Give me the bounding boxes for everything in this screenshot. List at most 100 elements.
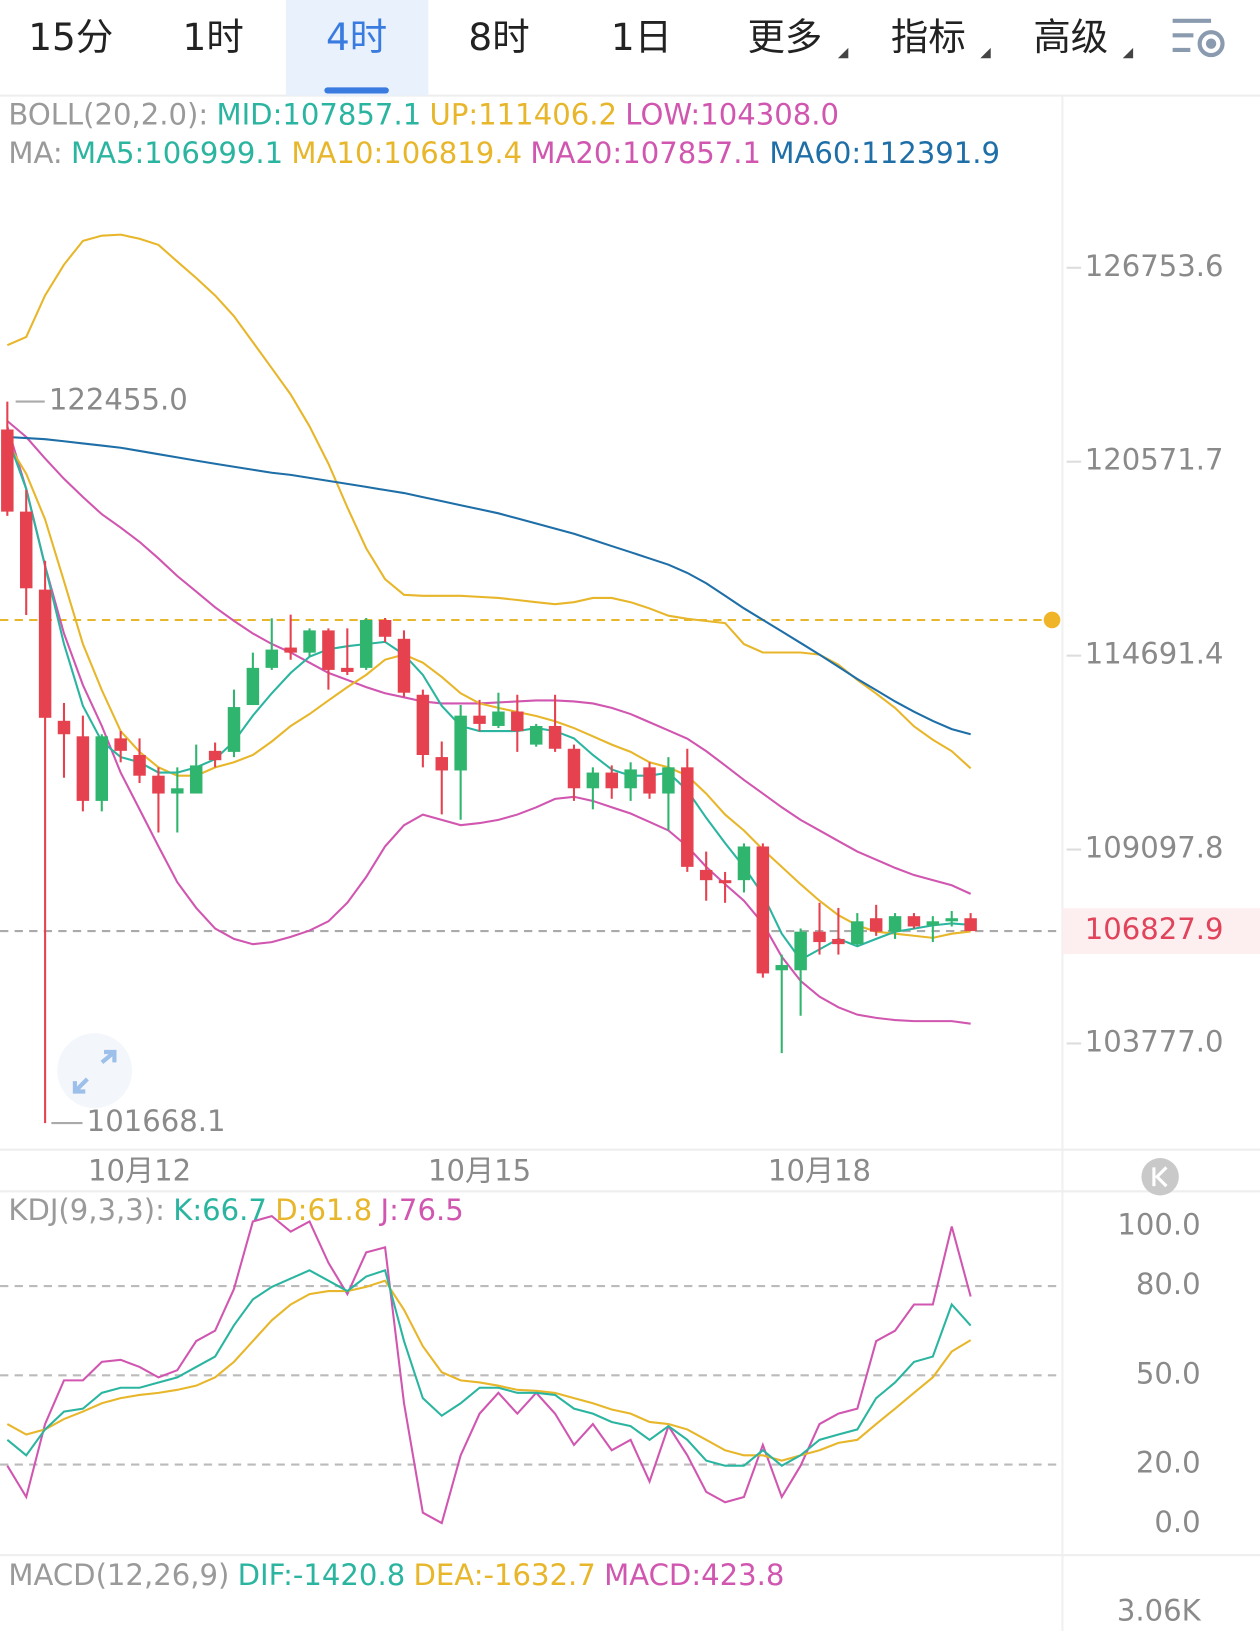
- legend-item: MACD(12,26,9): [8, 1558, 229, 1592]
- legend-item: K:66.7: [173, 1193, 267, 1227]
- candle-body: [529, 725, 543, 745]
- y-tick-label: 50.0: [1136, 1356, 1201, 1390]
- candle-body: [322, 630, 335, 670]
- legend-item: MA10:106819.4: [291, 136, 522, 170]
- candle-body: [227, 707, 241, 752]
- candle-body: [76, 736, 90, 801]
- overlay-line: [6, 436, 971, 962]
- candle-body: [359, 619, 373, 668]
- candle-body: [265, 649, 278, 668]
- overlay-line: [6, 426, 971, 1025]
- high-label: 122455.0: [49, 383, 188, 417]
- y-tick-label: 109097.8: [1085, 831, 1224, 865]
- candle-body: [775, 965, 788, 971]
- candle-body: [492, 711, 505, 726]
- kdj-line: [6, 1214, 972, 1525]
- candle-body: [643, 767, 656, 794]
- candle-body: [473, 715, 486, 724]
- y-tick-label: 103777.0: [1085, 1024, 1224, 1058]
- tab[interactable]: 指标: [891, 15, 966, 59]
- y-tick-label: 3.06K: [1117, 1593, 1202, 1627]
- candle-body: [152, 775, 165, 794]
- x-tick-label: 10月18: [768, 1154, 871, 1188]
- last-price-bg: [1062, 908, 1260, 954]
- candle-body: [284, 647, 297, 653]
- candle-body: [133, 755, 146, 776]
- x-tick-label: 10月12: [88, 1154, 191, 1188]
- overlay-line: [6, 420, 972, 895]
- legend-item: UP:111406.2: [430, 97, 617, 131]
- kdj-line: [6, 1268, 972, 1467]
- overlay-line: [6, 233, 972, 770]
- candle-body: [624, 769, 637, 789]
- candle-body: [57, 720, 71, 735]
- legend: MA: MA5:106999.1 MA10:106819.4 MA20:107857.…: [8, 136, 1000, 170]
- candle-body: [1, 429, 14, 512]
- tab[interactable]: 15分: [28, 15, 113, 59]
- active-tab-bg: [285, 0, 429, 96]
- candle-body: [171, 788, 184, 794]
- candle-body: [851, 921, 864, 945]
- collapse-button[interactable]: [1141, 1158, 1179, 1196]
- last-price-label: 106827.9: [1085, 912, 1224, 946]
- candle-body: [38, 589, 52, 718]
- candle-body: [397, 638, 411, 693]
- legend: KDJ(9,3,3): K:66.7 D:61.8 J:76.5: [8, 1193, 463, 1227]
- legend-item: MA20:107857.1: [530, 136, 761, 170]
- candle-body: [208, 750, 222, 761]
- candle-body: [737, 846, 751, 881]
- candle-body: [567, 748, 581, 789]
- low-label: 101668.1: [87, 1104, 226, 1138]
- tab[interactable]: 1日: [611, 15, 672, 59]
- legend-item: D:61.8: [275, 1193, 372, 1227]
- candle-body: [964, 918, 977, 932]
- expand-button[interactable]: [57, 1033, 133, 1109]
- legend: BOLL(20,2.0): MID:107857.1 UP:111406.2 LOW:…: [8, 97, 839, 131]
- y-tick-label: 120571.7: [1085, 443, 1224, 477]
- candle-body: [435, 757, 448, 771]
- candle-body: [341, 667, 354, 672]
- kdj-line: [6, 1279, 972, 1462]
- tab[interactable]: 1时: [183, 15, 244, 59]
- tab[interactable]: 更多: [747, 15, 822, 59]
- candle-body: [662, 767, 675, 794]
- y-tick-label: 80.0: [1136, 1267, 1201, 1301]
- candle-body: [813, 931, 826, 943]
- legend-item: J:76.5: [379, 1193, 464, 1227]
- candle-body: [869, 918, 883, 932]
- candle-body: [681, 767, 694, 867]
- settings-icon[interactable]: [1172, 18, 1225, 58]
- alert-dot: [1043, 611, 1061, 629]
- tab[interactable]: 8时: [468, 15, 529, 59]
- candle-body: [189, 765, 203, 794]
- candle-body: [19, 511, 33, 589]
- candle-body: [511, 711, 524, 732]
- y-tick-label: 0.0: [1154, 1505, 1200, 1539]
- legend-item: MACD:423.8: [604, 1558, 784, 1592]
- y-tick-label: 100.0: [1117, 1208, 1200, 1242]
- candle-body: [114, 738, 127, 751]
- candle-body: [303, 630, 316, 653]
- legend-item: DEA:-1632.7: [414, 1558, 596, 1592]
- candle-body: [907, 916, 921, 927]
- candle-body: [888, 916, 902, 932]
- candle-body: [699, 869, 713, 881]
- y-tick-label: 114691.4: [1085, 637, 1224, 671]
- legend-item: KDJ(9,3,3):: [8, 1193, 165, 1227]
- candle-body: [794, 931, 807, 971]
- candle-body: [945, 918, 958, 922]
- overlay-line: [7, 435, 971, 736]
- candle-body: [926, 921, 940, 926]
- legend-item: BOLL(20,2.0):: [8, 97, 208, 131]
- candle-body: [95, 736, 109, 801]
- candle-body: [605, 772, 618, 789]
- candle-body: [832, 938, 845, 945]
- x-tick-label: 10月15: [428, 1154, 531, 1188]
- candle-body: [756, 846, 770, 974]
- legend-item: LOW:104308.0: [625, 97, 839, 131]
- tab[interactable]: 4时: [326, 15, 387, 59]
- legend-item: MID:107857.1: [216, 97, 421, 131]
- tab[interactable]: 高级: [1033, 15, 1108, 59]
